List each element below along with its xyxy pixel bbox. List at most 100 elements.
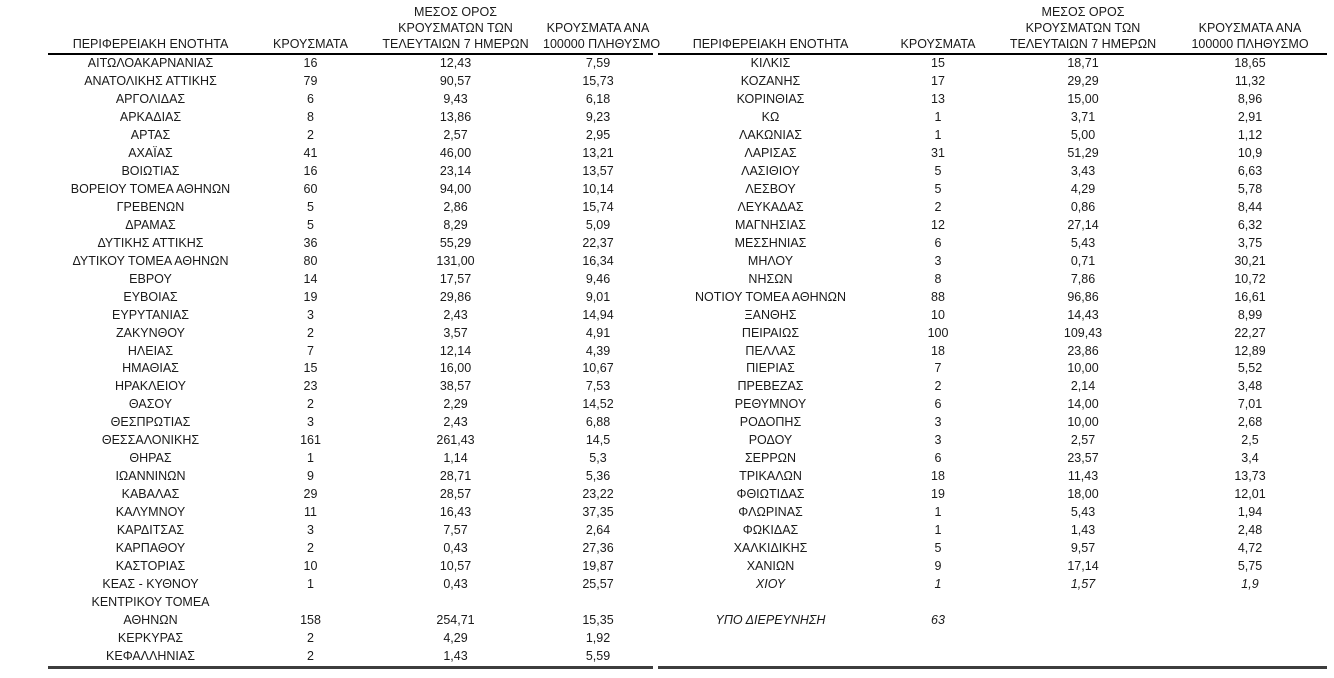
- avg7-cell: 15,00: [1067, 91, 1099, 106]
- cases-cell: 9: [934, 559, 942, 574]
- per100k-cell: 1,9: [1241, 577, 1259, 592]
- per100k-cell: 7,59: [585, 56, 611, 70]
- region-cell: ΠΡΕΒΕΖΑΣ: [737, 379, 804, 394]
- per100k-cell: 6,63: [1237, 163, 1263, 178]
- table-row: ΝΗΣΩΝ 8 7,86 10,72: [658, 271, 1327, 289]
- col-header-avg7-line1: ΜΕΣΟΣ ΟΡΟΣ: [414, 5, 497, 19]
- avg7-cell: 55,29: [439, 235, 472, 250]
- region-cell: ΛΕΣΒΟΥ: [745, 181, 796, 196]
- cases-cell: 88: [931, 289, 945, 304]
- region-cell: ΠΙΕΡΙΑΣ: [746, 361, 795, 376]
- cases-cell: 8: [307, 109, 314, 124]
- avg7-cell: 2,86: [443, 199, 468, 214]
- table-row: ΜΑΓΝΗΣΙΑΣ 12 27,14 6,32: [658, 217, 1327, 235]
- region-cell: ΕΥΒΟΙΑΣ: [123, 289, 178, 304]
- col-header-region-label: ΠΕΡΙΦΕΡΕΙΑΚΗ ΕΝΟΤΗΤΑ: [692, 37, 849, 51]
- region-cell: ΧΑΛΚΙΔΙΚΗΣ: [733, 541, 808, 556]
- cases-cell: 2: [307, 325, 314, 340]
- table-row: ΝΟΤΙΟΥ ΤΟΜΕΑ ΑΘΗΝΩΝ 88 96,86 16,61: [658, 289, 1327, 307]
- cases-cell: 60: [303, 181, 318, 196]
- cases-cell: 80: [303, 253, 318, 268]
- region-cell: ΑΙΤΩΛΟΑΚΑΡΝΑΝΙΑΣ: [87, 56, 214, 70]
- col-header-per100k-line1: ΚΡΟΥΣΜΑΤΑ ΑΝΑ: [546, 21, 650, 35]
- table-row: ΗΡΑΚΛΕΙΟΥ 23 38,57 7,53: [48, 378, 653, 396]
- cases-cell: 1: [307, 577, 314, 592]
- table-row: ΘΑΣΟΥ 2 2,29 14,52: [48, 396, 653, 414]
- region-cell: ΚΕΝΤΡΙΚΟΥ ΤΟΜΕΑ ΑΘΗΝΩΝ: [91, 595, 210, 628]
- region-cell: ΒΟΙΩΤΙΑΣ: [121, 163, 180, 178]
- cases-cell: 100: [927, 325, 949, 340]
- cases-cell: 16: [303, 163, 318, 178]
- avg7-cell: 16,43: [439, 505, 472, 520]
- per100k-cell: 6,32: [1237, 217, 1263, 232]
- table-row: ΠΕΛΛΑΣ 18 23,86 12,89: [658, 343, 1327, 361]
- cases-cell: 2: [307, 541, 314, 556]
- avg7-cell: 0,86: [1070, 199, 1096, 214]
- col-header-avg7: ΜΕΣΟΣ ΟΡΟΣ ΚΡΟΥΣΜΑΤΩΝ ΤΩΝ ΤΕΛΕΥΤΑΙΩΝ 7 Η…: [368, 4, 543, 52]
- col-header-per100k: ΚΡΟΥΣΜΑΤΑ ΑΝΑ 100000 ΠΛΗΘΥΣΜΟ: [1173, 20, 1327, 52]
- table-row: ΦΛΩΡΙΝΑΣ 1 5,43 1,94: [658, 504, 1327, 522]
- per100k-cell: 15,35: [582, 613, 614, 628]
- region-cell: ΚΑΡΠΑΘΟΥ: [115, 541, 186, 556]
- per100k-cell: 2,5: [1241, 433, 1259, 448]
- avg7-cell: 4,29: [443, 631, 468, 645]
- avg7-cell: 27,14: [1067, 217, 1099, 232]
- table-row: ΕΥΒΟΙΑΣ 19 29,86 9,01: [48, 289, 653, 307]
- per100k-cell: 13,57: [582, 163, 614, 178]
- cases-cell: 23: [303, 379, 318, 394]
- table-row: ΑΙΤΩΛΟΑΚΑΡΝΑΝΙΑΣ 16 12,43 7,59: [48, 55, 653, 73]
- avg7-cell: 7,57: [443, 523, 468, 538]
- region-cell: ΧΑΝΙΩΝ: [746, 559, 795, 574]
- cases-cell: 63: [931, 613, 945, 628]
- table-row: ΚΟΡΙΝΘΙΑΣ 13 15,00 8,96: [658, 91, 1327, 109]
- cases-cell: 6: [934, 451, 942, 466]
- cases-cell: 15: [931, 56, 945, 70]
- per100k-cell: 25,57: [582, 577, 614, 592]
- col-header-per100k-line2: 100000 ΠΛΗΘΥΣΜΟ: [543, 37, 661, 51]
- table-row: ΘΗΡΑΣ 1 1,14 5,3: [48, 450, 653, 468]
- per100k-cell: 30,21: [1234, 253, 1266, 268]
- avg7-cell: 0,43: [443, 541, 468, 556]
- cases-cell: 3: [307, 307, 314, 322]
- table-row: ΔΥΤΙΚΗΣ ΑΤΤΙΚΗΣ 36 55,29 22,37: [48, 235, 653, 253]
- region-cell: ΝΟΤΙΟΥ ΤΟΜΕΑ ΑΘΗΝΩΝ: [694, 289, 847, 304]
- table-row: ΧΑΝΙΩΝ 9 17,14 5,75: [658, 558, 1327, 576]
- table-row: ΕΒΡΟΥ 14 17,57 9,46: [48, 271, 653, 289]
- avg7-cell: 14,43: [1067, 307, 1099, 322]
- per100k-cell: 5,59: [585, 648, 611, 663]
- per100k-cell: 2,95: [585, 127, 611, 142]
- avg7-cell: 4,29: [1070, 181, 1096, 196]
- avg7-cell: 7,86: [1070, 271, 1096, 286]
- per100k-cell: 10,9: [1237, 145, 1263, 160]
- per100k-cell: 1,92: [585, 631, 611, 645]
- per100k-cell: 13,73: [1234, 469, 1266, 484]
- table-row: ΕΥΡΥΤΑΝΙΑΣ 3 2,43 14,94: [48, 307, 653, 325]
- per100k-cell: 2,91: [1237, 109, 1263, 124]
- per100k-cell: 16,61: [1234, 289, 1266, 304]
- per100k-cell: 3,48: [1237, 379, 1263, 394]
- col-header-cases-label: ΚΡΟΥΣΜΑΤΑ: [900, 37, 976, 51]
- avg7-cell: 10,00: [1067, 361, 1099, 376]
- cases-cell: 79: [303, 73, 318, 88]
- per100k-cell: 1,12: [1237, 127, 1263, 142]
- region-cell: ΑΧΑΪΑΣ: [128, 145, 173, 160]
- cases-cell: 19: [931, 487, 945, 502]
- table-row: ΚΕΑΣ - ΚΥΘΝΟΥ 1 0,43 25,57: [48, 576, 653, 594]
- region-cell: ΚΑΡΔΙΤΣΑΣ: [116, 523, 185, 538]
- region-cell: ΚΑΣΤΟΡΙΑΣ: [115, 559, 186, 574]
- table-row: ΚΑΡΔΙΤΣΑΣ 3 7,57 2,64: [48, 522, 653, 540]
- cases-cell: 19: [303, 289, 318, 304]
- avg7-cell: 46,00: [439, 145, 472, 160]
- cases-cell: 31: [931, 145, 945, 160]
- cases-cell: 5: [934, 541, 942, 556]
- table-row: ΛΑΚΩΝΙΑΣ 1 5,00 1,12: [658, 127, 1327, 145]
- table-row: ΛΕΥΚΑΔΑΣ 2 0,86 8,44: [658, 199, 1327, 217]
- per100k-cell: 14,5: [585, 433, 611, 448]
- table-row: ΡΟΔΟΥ 3 2,57 2,5: [658, 432, 1327, 450]
- table-row: ΚΑΡΠΑΘΟΥ 2 0,43 27,36: [48, 540, 653, 558]
- per100k-cell: 37,35: [582, 505, 614, 520]
- region-cell: ΑΡΚΑΔΙΑΣ: [119, 109, 182, 124]
- table-row: ΛΑΣΙΘΙΟΥ 5 3,43 6,63: [658, 163, 1327, 181]
- region-cell: ΔΥΤΙΚΗΣ ΑΤΤΙΚΗΣ: [97, 235, 204, 250]
- col-header-per100k: ΚΡΟΥΣΜΑΤΑ ΑΝΑ 100000 ΠΛΗΘΥΣΜΟ: [543, 20, 661, 52]
